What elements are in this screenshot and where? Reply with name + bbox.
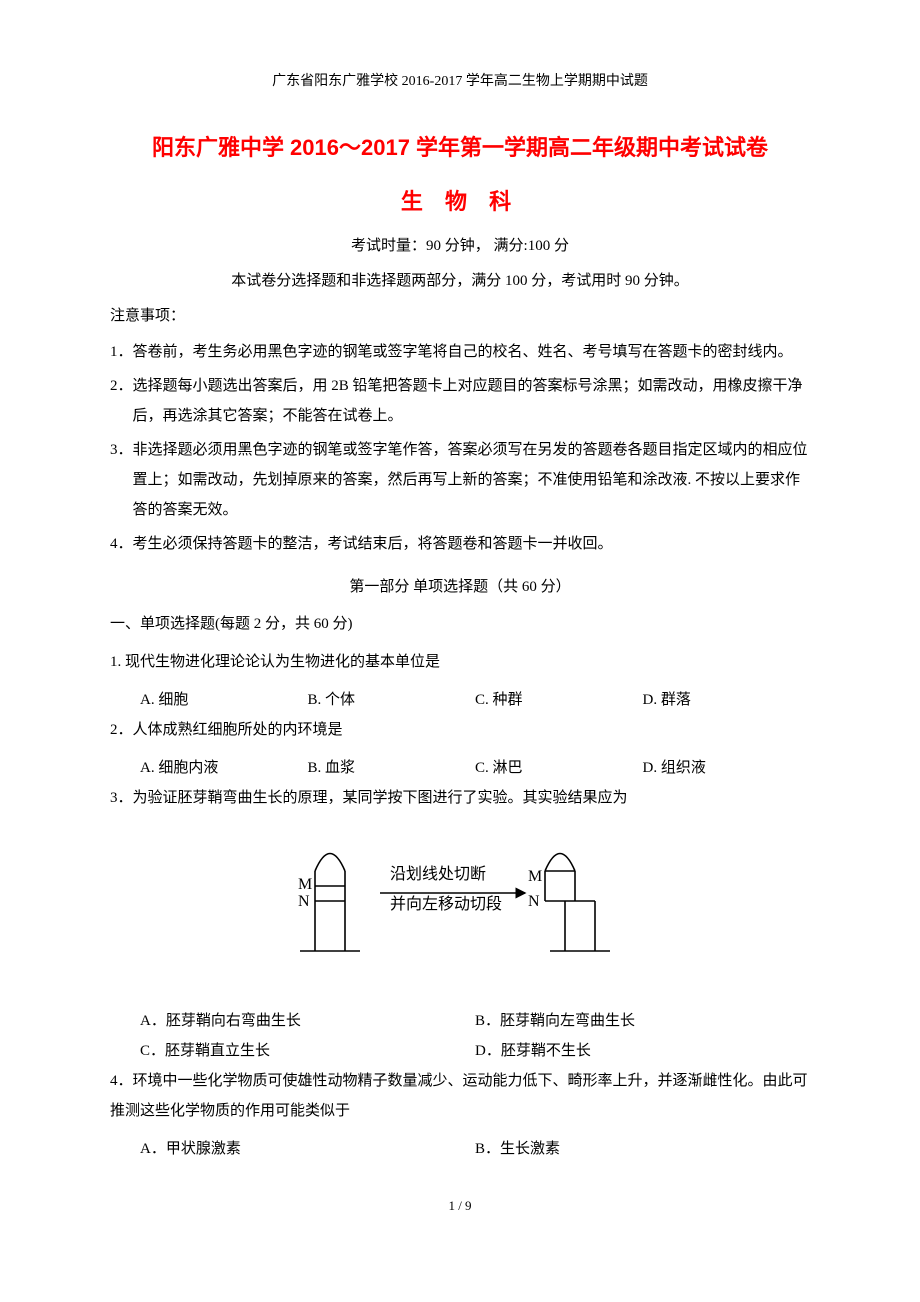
- q2-opt-a: A. 细胞内液: [140, 753, 308, 783]
- right-tip: [545, 854, 575, 872]
- title-main: 阳东广雅中学 2016～2017 学年第一学期高二年级期中考试试卷: [110, 130, 810, 162]
- q1-opt-c: C. 种群: [475, 685, 643, 715]
- mc-heading: 一、单项选择题(每题 2 分，共 60 分): [110, 612, 810, 633]
- q3-opt-d: D．胚芽鞘不生长: [475, 1036, 810, 1066]
- label-m-right: M: [528, 868, 542, 885]
- page: 广东省阳东广雅学校 2016-2017 学年高二生物上学期期中试题 阳东广雅中学…: [0, 0, 920, 1254]
- q3-opt-c: C．胚芽鞘直立生长: [140, 1036, 475, 1066]
- q2-opt-c: C. 淋巴: [475, 753, 643, 783]
- diagram-text-2: 并向左移动切段: [390, 895, 502, 913]
- q1-opt-a: A. 细胞: [140, 685, 308, 715]
- section-title: 第一部分 单项选择题（共 60 分）: [110, 575, 810, 596]
- q3-options-row2: C．胚芽鞘直立生长 D．胚芽鞘不生长: [110, 1036, 810, 1066]
- q2-opt-d: D. 组织液: [643, 753, 811, 783]
- q3-opt-a: A．胚芽鞘向右弯曲生长: [140, 1006, 475, 1036]
- exam-meta: 考试时量：90 分钟， 满分:100 分: [110, 234, 810, 255]
- title-subject: 生 物 科: [110, 184, 810, 216]
- header-meta: 广东省阳东广雅学校 2016-2017 学年高二生物上学期期中试题: [110, 70, 810, 90]
- q1-opt-b: B. 个体: [308, 685, 476, 715]
- left-tip: [315, 854, 345, 872]
- note-item: 3．非选择题必须用黑色字迹的钢笔或签字笔作答，答案必须写在另发的答题卷各题目指定…: [110, 435, 810, 525]
- label-n-right: N: [528, 893, 540, 910]
- q1-stem: 1. 现代生物进化理论论认为生物进化的基本单位是: [110, 647, 810, 677]
- note-item: 2．选择题每小题选出答案后，用 2B 铅笔把答题卡上对应题目的答案标号涂黑；如需…: [110, 371, 810, 431]
- note-item: 1．答卷前，考生务必用黑色字迹的钢笔或签字笔将自己的校名、姓名、考号填写在答题卡…: [110, 337, 810, 367]
- q1-opt-d: D. 群落: [643, 685, 811, 715]
- coleoptile-diagram: M N 沿划线处切断 并向左移动切段 M N: [280, 831, 640, 971]
- note-item: 4．考生必须保持答题卡的整洁，考试结束后，将答题卷和答题卡一并收回。: [110, 529, 810, 559]
- notes-heading: 注意事项：: [110, 304, 810, 325]
- label-m-left: M: [298, 876, 312, 893]
- q4-options-row1: A．甲状腺激素 B．生长激素: [110, 1134, 810, 1164]
- q2-opt-b: B. 血浆: [308, 753, 476, 783]
- q3-diagram: M N 沿划线处切断 并向左移动切段 M N: [110, 831, 810, 976]
- q4-opt-b: B．生长激素: [475, 1134, 810, 1164]
- label-n-left: N: [298, 893, 310, 910]
- q4-stem: 4．环境中一些化学物质可使雄性动物精子数量减少、运动能力低下、畸形率上升，并逐渐…: [110, 1066, 810, 1126]
- q2-options: A. 细胞内液 B. 血浆 C. 淋巴 D. 组织液: [110, 753, 810, 783]
- q3-opt-b: B．胚芽鞘向左弯曲生长: [475, 1006, 810, 1036]
- q2-stem: 2．人体成熟红细胞所处的内环境是: [110, 715, 810, 745]
- q1-options: A. 细胞 B. 个体 C. 种群 D. 群落: [110, 685, 810, 715]
- q3-stem: 3．为验证胚芽鞘弯曲生长的原理，某同学按下图进行了实验。其实验结果应为: [110, 783, 810, 813]
- exam-section-info: 本试卷分选择题和非选择题两部分，满分 100 分，考试用时 90 分钟。: [110, 269, 810, 290]
- q4-opt-a: A．甲状腺激素: [140, 1134, 475, 1164]
- q3-options-row1: A．胚芽鞘向右弯曲生长 B．胚芽鞘向左弯曲生长: [110, 1006, 810, 1036]
- page-number: 1 / 9: [110, 1198, 810, 1214]
- diagram-text-1: 沿划线处切断: [390, 865, 486, 883]
